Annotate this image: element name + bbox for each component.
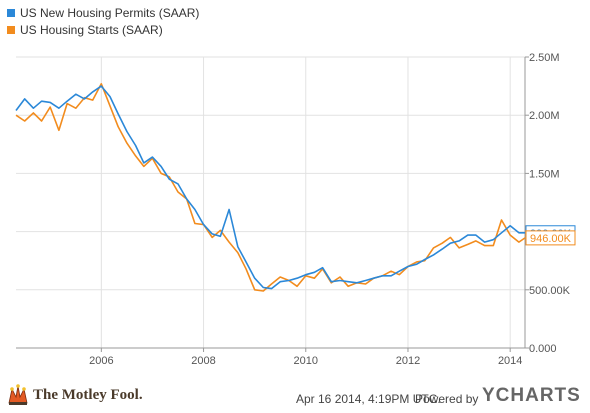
legend-item-starts[interactable]: US Housing Starts (SAAR) [7,21,199,38]
series-lines [15,83,526,292]
series-line [15,83,526,292]
last-value-label-text: 946.00K [530,233,572,245]
motley-fool-logo[interactable]: The Motley Fool. [6,383,143,407]
y-tick-label: 0.000 [529,343,557,355]
plot-background [16,57,525,348]
jester-hat-icon [8,384,28,405]
y-tick-label: 2.50M [529,52,560,64]
series-line [15,85,525,290]
y-tick-label: 2.00M [529,110,560,122]
legend-swatch-permits [7,8,15,17]
last-value-labels: 990.00K946.00K [525,225,576,246]
legend-swatch-starts [7,25,15,34]
ycharts-logo[interactable]: YCHARTS [482,385,581,406]
x-tick-label: 2014 [498,355,522,367]
footer: The Motley Fool. Apr 16 2014, 4:19PM UTC… [0,379,590,413]
x-tick-label: 2008 [191,355,215,367]
last-value-label: 946.00K [525,230,576,246]
axis-lines [16,57,526,349]
x-tick-label: 2006 [89,355,113,367]
last-value-label-box [525,230,576,246]
x-tick-label: 2010 [294,355,318,367]
legend-label-permits: US New Housing Permits (SAAR) [20,5,200,20]
legend-item-permits[interactable]: US New Housing Permits (SAAR) [7,4,199,21]
brand-name: The Motley Fool. [33,386,143,403]
y-tick-label: 1.50M [529,168,560,180]
legend-label-starts: US Housing Starts (SAAR) [20,22,163,37]
x-tick-label: 2012 [396,355,420,367]
y-tick-label: 500.00K [529,285,571,297]
powered-by-label: Powered by [415,392,479,406]
x-axis-ticks: 2006 2008 2010 2012 2014 [89,348,522,367]
gridlines [16,56,525,348]
legend: US New Housing Permits (SAAR) US Housing… [7,4,199,38]
timestamp: Apr 16 2014, 4:19PM UTC. [296,392,441,406]
